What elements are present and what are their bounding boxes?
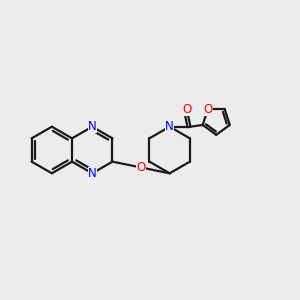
Text: N: N (88, 167, 97, 180)
Text: O: O (136, 161, 146, 174)
Text: N: N (88, 120, 97, 133)
Text: N: N (165, 120, 174, 133)
Text: O: O (203, 103, 212, 116)
Text: O: O (182, 103, 191, 116)
